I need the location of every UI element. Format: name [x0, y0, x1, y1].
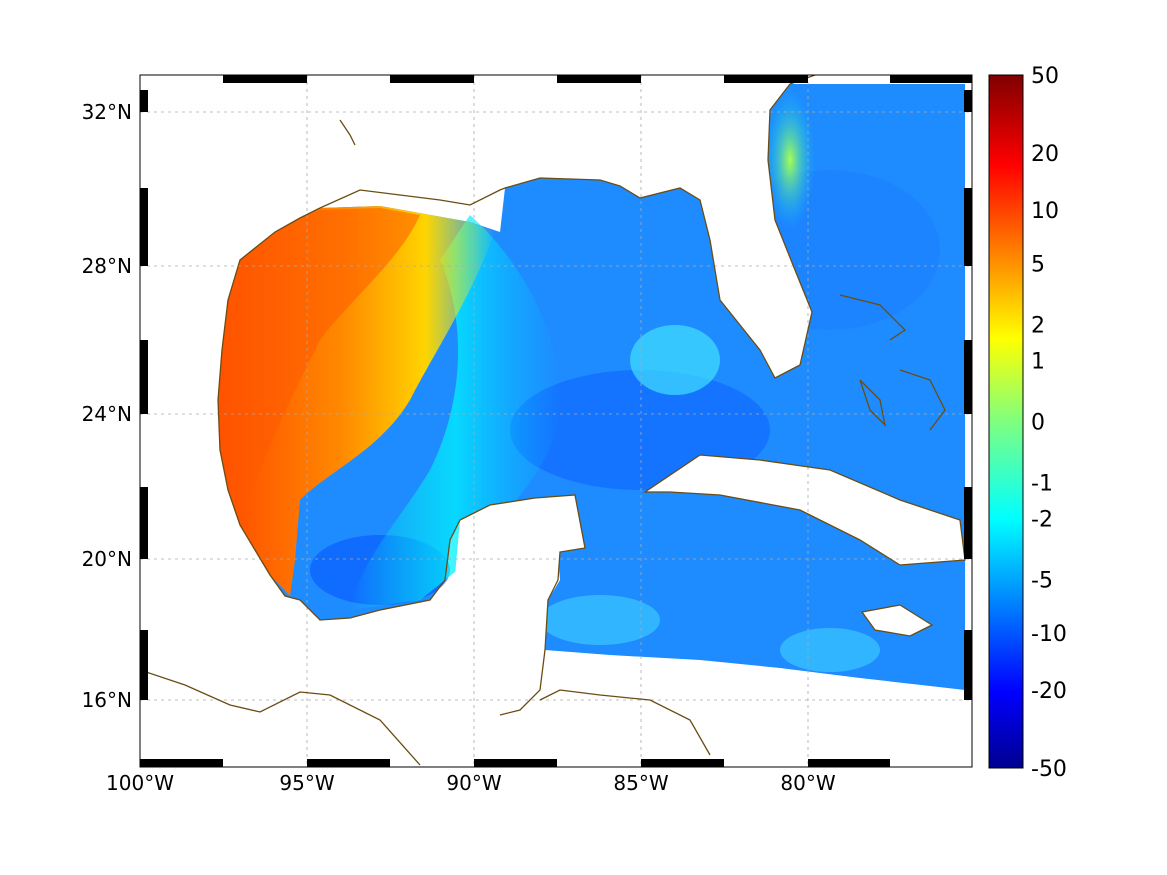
- yucatan-land: [420, 495, 585, 767]
- colorbar-gradient: [988, 74, 1024, 769]
- colorbar-tick-label: -20: [1031, 679, 1067, 704]
- colorbar-tick-label: -1: [1031, 472, 1053, 497]
- florida-land: [505, 75, 812, 378]
- jamaica-land: [862, 605, 932, 636]
- map-gridlines: [140, 75, 972, 767]
- colorbar-tick-label: 2: [1031, 314, 1045, 339]
- x-tick-label: 100°W: [106, 771, 174, 795]
- y-tick-label: 28°N: [82, 254, 132, 278]
- x-tick-label: 85°W: [613, 771, 668, 795]
- colorbar-tick-label: 50: [1031, 64, 1059, 89]
- y-tick-label: 20°N: [82, 547, 132, 571]
- colorbar-tick-label: -2: [1031, 507, 1053, 532]
- y-tick-label: 32°N: [82, 100, 132, 124]
- colorbar-tick-label: -10: [1031, 622, 1067, 647]
- x-tick-labels: 100°W 95°W 90°W 85°W 80°W: [106, 771, 836, 795]
- map-frame: [139, 74, 973, 768]
- colorbar-tick-label: 20: [1031, 142, 1059, 167]
- colorbar-tick-label: -5: [1031, 568, 1053, 593]
- colorbar-tick-label: 1: [1031, 349, 1045, 374]
- x-tick-label: 95°W: [279, 771, 334, 795]
- x-tick-label: 80°W: [780, 771, 835, 795]
- y-tick-label: 24°N: [82, 402, 132, 426]
- colorbar-tick-label: -50: [1031, 757, 1067, 782]
- colorbar-tick-label: 10: [1031, 199, 1059, 224]
- y-tick-labels: 16°N 20°N 24°N 28°N 32°N: [82, 100, 132, 712]
- cuba-land: [645, 455, 965, 565]
- y-tick-label: 16°N: [82, 688, 132, 712]
- colorbar-tick-label: 5: [1031, 253, 1045, 278]
- coastlines: [140, 75, 966, 766]
- colorbar-tick-label: 0: [1031, 411, 1045, 436]
- x-tick-label: 90°W: [446, 771, 501, 795]
